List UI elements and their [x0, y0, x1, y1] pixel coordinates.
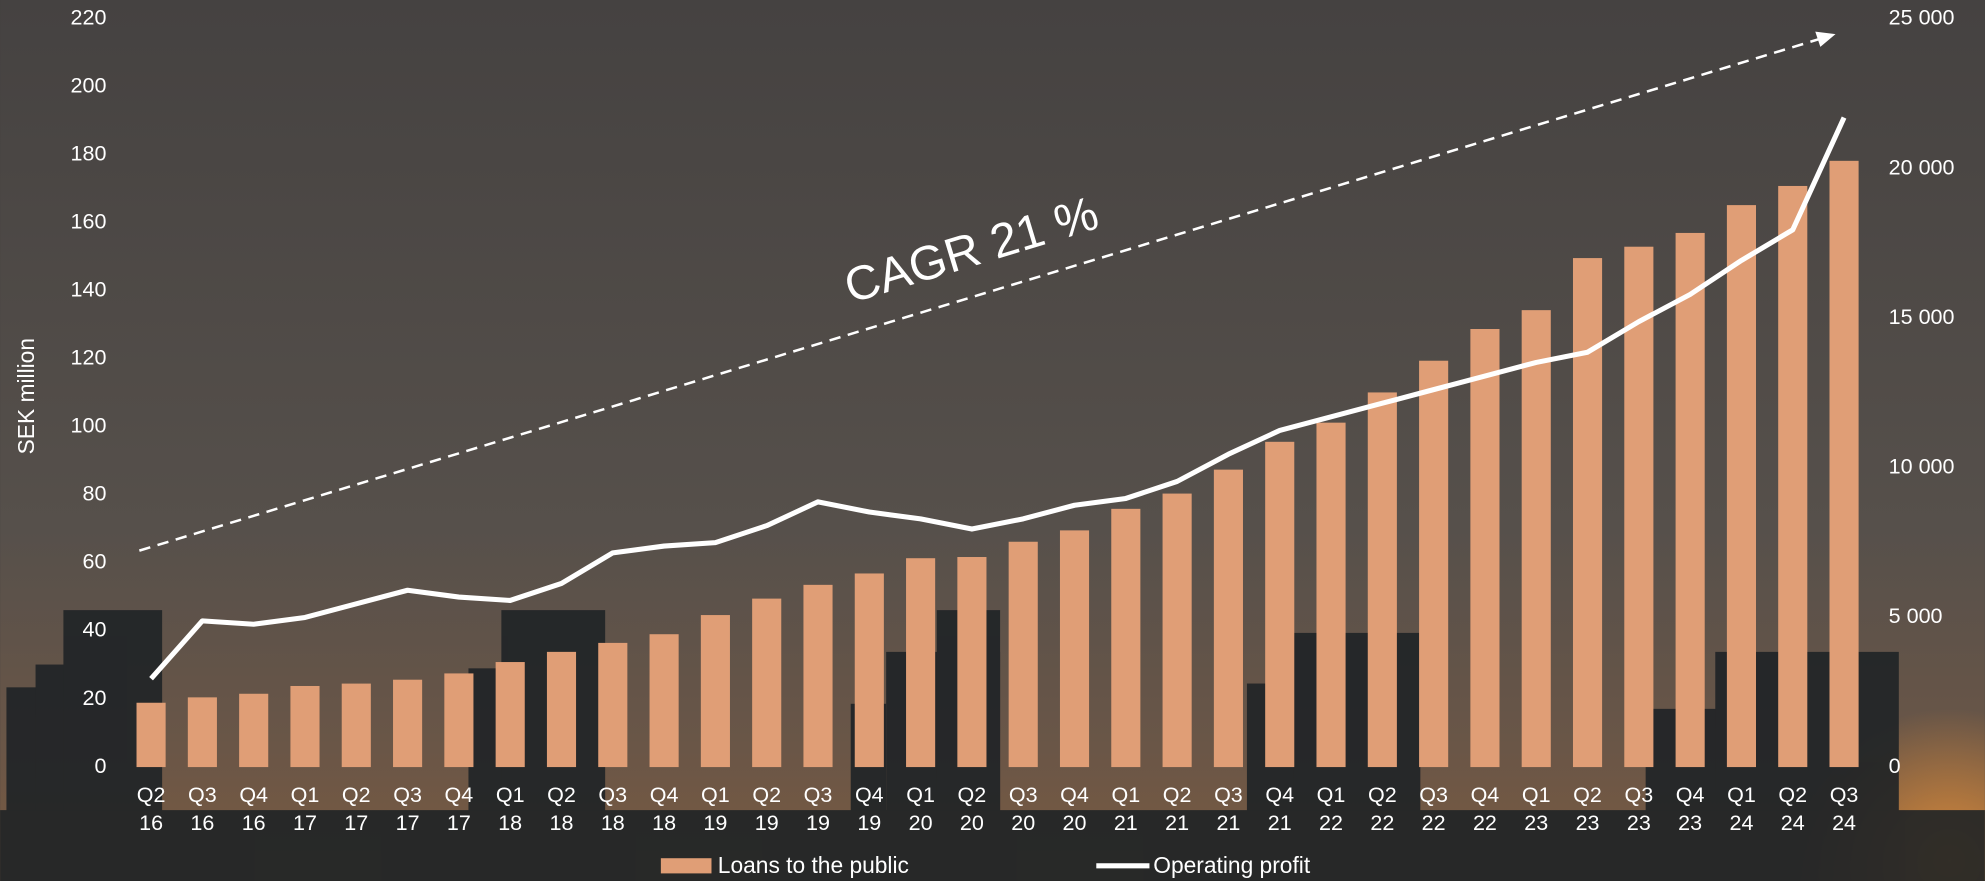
- bar: [803, 585, 832, 767]
- y-axis-title: SEK million: [13, 338, 39, 454]
- bar: [1727, 205, 1756, 767]
- y-tick-label: 180: [71, 142, 107, 166]
- bar: [342, 684, 371, 767]
- chart: CAGR 21 % SEK million 020406080100120140…: [0, 0, 1985, 881]
- bar: [496, 662, 525, 767]
- y-tick-label: 20: [83, 686, 107, 710]
- bar: [752, 599, 781, 767]
- bar: [393, 680, 422, 767]
- legend-label: Loans to the public: [718, 852, 909, 878]
- y-tick-label: 100: [71, 414, 107, 438]
- bar: [1163, 494, 1192, 768]
- bar: [1778, 186, 1807, 767]
- bar: [1676, 233, 1705, 767]
- y2-tick-label: 0: [1889, 754, 1901, 778]
- bar: [239, 694, 268, 767]
- bar: [1573, 258, 1602, 767]
- bar: [598, 643, 627, 767]
- bar: [957, 557, 986, 767]
- bar: [855, 573, 884, 767]
- bar: [137, 703, 166, 767]
- y-tick-label: 200: [71, 74, 107, 98]
- y-tick-label: 40: [83, 618, 107, 642]
- bar: [1265, 442, 1294, 767]
- bar: [1419, 361, 1448, 767]
- y2-tick-label: 20 000: [1889, 155, 1955, 179]
- y-tick-label: 160: [71, 210, 107, 234]
- bar: [1060, 530, 1089, 767]
- bar: [1522, 310, 1551, 767]
- y-tick-label: 120: [71, 346, 107, 370]
- y2-tick-label: 5 000: [1889, 604, 1943, 628]
- bar: [290, 686, 319, 767]
- legend-swatch: [661, 858, 712, 873]
- bar: [1829, 161, 1858, 767]
- bar: [1470, 329, 1499, 767]
- y-tick-label: 140: [71, 278, 107, 302]
- legend-label: Operating profit: [1153, 852, 1311, 878]
- bar: [1316, 423, 1345, 767]
- bar: [1111, 509, 1140, 767]
- bar: [906, 558, 935, 767]
- bar: [1009, 542, 1038, 767]
- bar: [650, 634, 679, 767]
- y2-tick-label: 25 000: [1889, 6, 1955, 30]
- bar: [444, 673, 473, 767]
- y-tick-label: 80: [83, 482, 107, 506]
- y-tick-label: 60: [83, 550, 107, 574]
- y-tick-label: 220: [71, 6, 107, 30]
- y2-tick-label: 15 000: [1889, 305, 1955, 329]
- bar: [701, 615, 730, 767]
- bar: [547, 652, 576, 767]
- y2-tick-label: 10 000: [1889, 455, 1955, 479]
- bar: [1368, 392, 1397, 767]
- y-tick-label: 0: [94, 754, 106, 778]
- bar: [188, 697, 217, 767]
- bar: [1214, 470, 1243, 767]
